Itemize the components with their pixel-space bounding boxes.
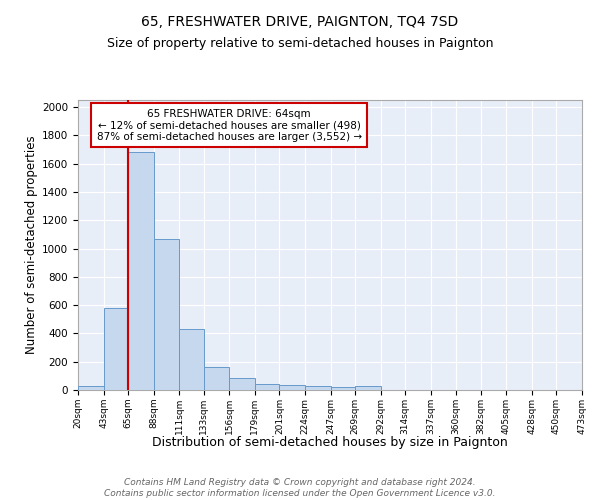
Y-axis label: Number of semi-detached properties: Number of semi-detached properties xyxy=(25,136,38,354)
Bar xyxy=(331,388,355,390)
Bar xyxy=(280,385,305,390)
Text: Distribution of semi-detached houses by size in Paignton: Distribution of semi-detached houses by … xyxy=(152,436,508,449)
Text: Size of property relative to semi-detached houses in Paignton: Size of property relative to semi-detach… xyxy=(107,38,493,51)
Bar xyxy=(104,308,128,390)
Text: Contains HM Land Registry data © Crown copyright and database right 2024.
Contai: Contains HM Land Registry data © Crown c… xyxy=(104,478,496,498)
Bar xyxy=(255,384,280,390)
Bar xyxy=(179,329,204,390)
Text: 65 FRESHWATER DRIVE: 64sqm
← 12% of semi-detached houses are smaller (498)
87% o: 65 FRESHWATER DRIVE: 64sqm ← 12% of semi… xyxy=(97,108,362,142)
Bar xyxy=(128,152,154,390)
Bar xyxy=(229,378,255,390)
Bar xyxy=(78,386,104,390)
Bar xyxy=(154,238,179,390)
Bar xyxy=(204,368,229,390)
Text: 65, FRESHWATER DRIVE, PAIGNTON, TQ4 7SD: 65, FRESHWATER DRIVE, PAIGNTON, TQ4 7SD xyxy=(142,15,458,29)
Bar xyxy=(305,386,331,390)
Bar xyxy=(355,386,380,390)
